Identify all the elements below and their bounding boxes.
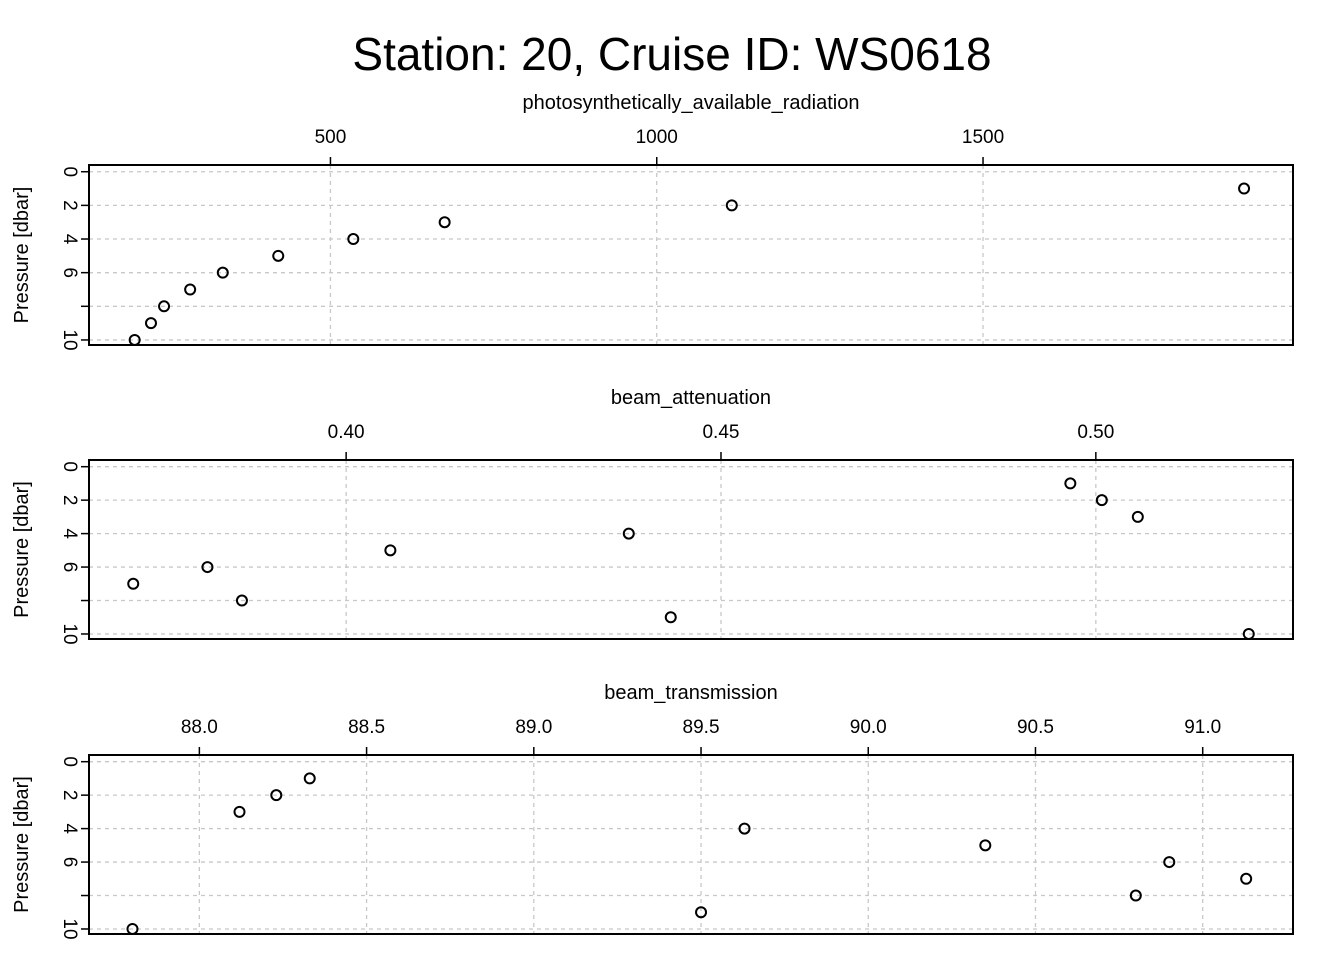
y-tick-label: 4 bbox=[59, 823, 80, 834]
data-point bbox=[347, 233, 360, 246]
data-point bbox=[438, 216, 451, 229]
panel-3: 88.0 88.5 89.0 89.5 90.0 90.5 91.0 beam_transmi… bbox=[11, 682, 1294, 940]
data-point bbox=[235, 594, 248, 607]
x-axis-label: beam_transmission bbox=[604, 682, 777, 704]
data-point bbox=[664, 611, 677, 624]
data-point bbox=[184, 283, 197, 296]
y-tick-label: 6 bbox=[59, 857, 80, 868]
y-tick-label: 10 bbox=[59, 918, 80, 939]
y-tick-label: 6 bbox=[59, 562, 80, 573]
data-point bbox=[1064, 477, 1077, 490]
y-tick-label: 6 bbox=[59, 267, 80, 278]
x-tick-label: 1000 bbox=[636, 127, 678, 148]
x-tick-label: 0.50 bbox=[1077, 422, 1114, 443]
data-point bbox=[158, 300, 171, 313]
x-axis-label: photosynthetically_available_radiation bbox=[523, 92, 860, 114]
y-tick-label: 4 bbox=[59, 528, 80, 539]
y-tick-label: 2 bbox=[59, 495, 80, 506]
data-point bbox=[738, 822, 751, 835]
data-point bbox=[1238, 182, 1251, 195]
data-point bbox=[1242, 627, 1255, 640]
plot-frame bbox=[88, 164, 1294, 346]
panel-2: 0.40 0.45 0.50 beam_attenuation 0 2 4 6 10 Pressu… bbox=[11, 387, 1294, 645]
x-tick-label: 500 bbox=[315, 127, 347, 148]
x-tick-label: 0.40 bbox=[328, 422, 365, 443]
x-tick-label: 1500 bbox=[962, 127, 1004, 148]
y-tick-label: 0 bbox=[59, 166, 80, 177]
chart-title: Station: 20, Cruise ID: WS0618 bbox=[352, 28, 991, 80]
x-tick-label: 89.5 bbox=[683, 717, 720, 738]
data-point bbox=[126, 922, 139, 935]
data-point bbox=[201, 561, 214, 574]
data-point bbox=[216, 266, 229, 279]
x-tick-label: 88.0 bbox=[181, 717, 218, 738]
data-point bbox=[1129, 889, 1142, 902]
data-point bbox=[695, 906, 708, 919]
data-point bbox=[303, 772, 316, 785]
y-tick-label: 10 bbox=[59, 623, 80, 644]
data-point bbox=[144, 317, 157, 330]
x-tick-label: 89.0 bbox=[515, 717, 552, 738]
y-tick-label: 2 bbox=[59, 200, 80, 211]
data-point bbox=[384, 544, 397, 557]
plot-frame bbox=[88, 459, 1294, 640]
data-point bbox=[1163, 856, 1176, 869]
y-axis-label: Pressure [dbar] bbox=[11, 776, 33, 913]
data-point bbox=[1240, 872, 1253, 885]
panel-1: 500 1000 1500 photosynthetically_available_… bbox=[11, 92, 1294, 351]
data-point bbox=[272, 249, 285, 262]
x-tick-label: 91.0 bbox=[1184, 717, 1221, 738]
y-axis-label: Pressure [dbar] bbox=[11, 187, 33, 324]
y-axis-label: Pressure [dbar] bbox=[11, 481, 33, 618]
x-tick-label: 90.5 bbox=[1017, 717, 1054, 738]
data-point bbox=[127, 577, 140, 590]
plot-frame bbox=[88, 754, 1294, 935]
data-point bbox=[622, 527, 635, 540]
data-point bbox=[979, 839, 992, 852]
data-point bbox=[233, 805, 246, 818]
y-tick-label: 10 bbox=[59, 329, 80, 350]
y-tick-label: 0 bbox=[59, 756, 80, 767]
x-tick-label: 90.0 bbox=[850, 717, 887, 738]
panels: 500 1000 1500photosynthetically_available_… bbox=[11, 92, 1294, 940]
y-tick-label: 2 bbox=[59, 790, 80, 801]
data-point bbox=[725, 199, 738, 212]
x-tick-label: 88.5 bbox=[348, 717, 385, 738]
y-tick-label: 4 bbox=[59, 234, 80, 245]
data-point bbox=[128, 333, 141, 346]
data-point bbox=[270, 789, 283, 802]
x-axis-label: beam_attenuation bbox=[611, 387, 771, 409]
x-tick-label: 0.45 bbox=[702, 422, 739, 443]
data-point bbox=[1131, 510, 1144, 523]
data-point bbox=[1095, 494, 1108, 507]
y-tick-label: 0 bbox=[59, 461, 80, 472]
